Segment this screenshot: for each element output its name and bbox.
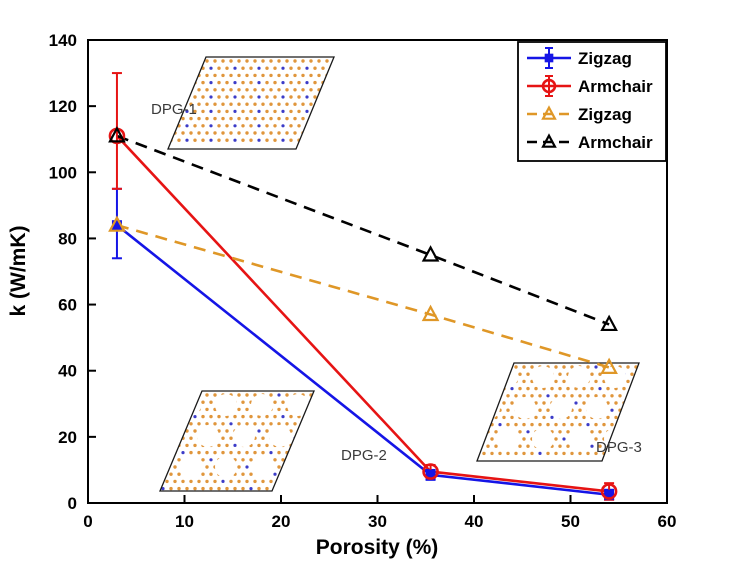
y-axis-label: k (W/mK) <box>7 226 30 317</box>
legend-item-zigzag-dashed: Zigzag <box>527 105 632 124</box>
x-tick-label: 60 <box>658 512 677 531</box>
y-tick-label: 120 <box>49 97 77 116</box>
marker-square <box>544 53 554 63</box>
legend-item-zigzag-solid: Zigzag <box>527 47 632 69</box>
legend-label: Zigzag <box>578 105 632 124</box>
marker-circle <box>541 78 557 94</box>
legend-item-armchair-dashed: Armchair <box>527 133 653 152</box>
inset-border <box>159 390 315 492</box>
inset-border <box>476 362 640 462</box>
marker-circle <box>600 483 618 500</box>
y-tick-label: 140 <box>49 31 77 50</box>
y-tick-label: 100 <box>49 163 77 182</box>
y-tick-label: 60 <box>58 296 77 315</box>
series-layer <box>108 72 618 501</box>
x-tick-label: 50 <box>561 512 580 531</box>
legend-label: Armchair <box>578 133 653 152</box>
marker-triangle <box>541 105 557 120</box>
x-tick-label: 40 <box>465 512 484 531</box>
x-axis-label: Porosity (%) <box>316 536 439 559</box>
axes-layer: 0 10 20 30 40 50 60 0 20 40 60 80 100 120 140 <box>49 31 677 531</box>
marker-triangle <box>600 357 618 375</box>
inset-border <box>167 56 335 150</box>
legend-label: Zigzag <box>578 49 632 68</box>
marker-triangle <box>541 133 557 148</box>
legend-box <box>517 41 667 162</box>
series-markers-armchair-dashed <box>108 126 618 332</box>
inset-dpg-3: DPG-3 <box>476 362 642 462</box>
x-tick-label: 30 <box>368 512 387 531</box>
y-tick-label: 0 <box>68 494 77 513</box>
marker-circle <box>422 463 439 480</box>
series-line-armchair-dashed <box>116 134 610 326</box>
y-tick-label: 40 <box>58 362 77 381</box>
x-tick-label: 0 <box>83 512 92 531</box>
series-line-zigzag-dashed <box>116 223 610 369</box>
marker-triangle <box>600 314 618 332</box>
series-markers-zigzag-dashed <box>108 215 618 375</box>
legend: Zigzag Armchair Zigzag Armchair <box>517 41 667 162</box>
x-tick-label: 10 <box>175 512 194 531</box>
inset-dpg-1: DPG-1 <box>151 56 335 150</box>
inset-label-dpg-1: DPG-1 <box>151 101 197 118</box>
marker-triangle <box>108 215 126 232</box>
marker-triangle <box>108 126 126 143</box>
x-tick-label: 20 <box>272 512 291 531</box>
marker-triangle <box>421 245 440 262</box>
legend-item-armchair-solid: Armchair <box>527 75 653 97</box>
inset-dpg-2: DPG-2 <box>159 390 387 492</box>
inset-label-dpg-2: DPG-2 <box>341 447 387 464</box>
legend-label: Armchair <box>578 77 653 96</box>
y-tick-label: 20 <box>58 428 77 447</box>
marker-triangle <box>421 304 440 322</box>
inset-label-dpg-3: DPG-3 <box>596 439 642 456</box>
y-tick-label: 80 <box>58 229 77 248</box>
